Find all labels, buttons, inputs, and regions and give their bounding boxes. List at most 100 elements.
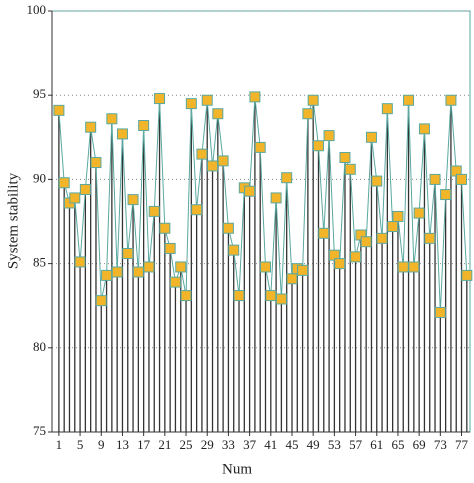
marker — [106, 113, 118, 125]
line — [58, 96, 468, 313]
marker — [381, 103, 393, 115]
marker — [339, 152, 351, 164]
marker — [286, 273, 298, 285]
x-tick-label: 65 — [391, 437, 404, 452]
y-tick-label: 100 — [27, 2, 47, 17]
x-tick-label: 73 — [434, 437, 447, 452]
marker — [350, 251, 362, 263]
marker — [260, 261, 272, 273]
marker — [334, 258, 346, 270]
marker — [376, 232, 388, 244]
marker — [207, 160, 219, 172]
marker — [132, 266, 144, 278]
marker — [249, 91, 261, 103]
marker — [418, 123, 430, 135]
x-tick-label: 49 — [307, 437, 320, 452]
marker — [85, 121, 97, 133]
marker — [53, 104, 65, 116]
marker — [307, 94, 319, 106]
marker — [424, 232, 436, 244]
marker — [456, 173, 468, 185]
marker — [302, 108, 314, 120]
marker — [323, 130, 335, 142]
marker — [275, 293, 287, 305]
marker — [254, 141, 266, 153]
marker — [164, 242, 176, 254]
marker — [392, 210, 404, 222]
marker — [365, 131, 377, 143]
marker — [185, 98, 197, 110]
y-tick-label: 95 — [33, 86, 46, 101]
marker — [403, 94, 415, 106]
marker — [318, 227, 330, 239]
marker — [69, 192, 81, 204]
x-tick-label: 53 — [328, 437, 341, 452]
marker — [58, 177, 70, 189]
marker — [387, 221, 399, 233]
marker — [154, 93, 166, 105]
y-tick-label: 80 — [33, 339, 46, 354]
x-tick-label: 29 — [201, 437, 214, 452]
marker — [191, 204, 203, 216]
x-tick-label: 61 — [370, 437, 383, 452]
marker — [312, 140, 324, 152]
marker — [429, 173, 441, 185]
x-tick-label: 37 — [243, 437, 257, 452]
marker — [228, 244, 240, 256]
marker — [196, 148, 208, 160]
x-axis-label: Num — [222, 461, 252, 477]
marker — [201, 94, 213, 106]
marker — [90, 157, 102, 169]
marker — [344, 163, 356, 175]
marker — [127, 194, 139, 206]
marker — [265, 290, 277, 302]
x-tick-label: 33 — [222, 437, 235, 452]
marker — [143, 261, 155, 273]
marker — [440, 189, 452, 201]
y-tick-label: 75 — [33, 423, 46, 438]
marker — [461, 269, 473, 281]
marker — [413, 207, 425, 219]
marker — [222, 222, 234, 234]
x-tick-label: 77 — [455, 437, 469, 452]
marker — [101, 269, 113, 281]
marker — [95, 295, 107, 307]
marker — [434, 306, 446, 318]
x-tick-label: 25 — [180, 437, 193, 452]
marker — [122, 247, 134, 259]
marker — [138, 120, 150, 132]
marker — [281, 172, 293, 184]
x-tick-label: 5 — [77, 437, 84, 452]
marker — [175, 261, 187, 273]
x-tick-label: 57 — [349, 437, 363, 452]
marker — [212, 108, 224, 120]
x-tick-label: 41 — [264, 437, 277, 452]
marker — [244, 185, 256, 197]
marker — [217, 155, 229, 167]
y-tick-label: 85 — [33, 255, 46, 270]
x-tick-label: 17 — [137, 437, 151, 452]
y-tick-label: 90 — [33, 170, 46, 185]
x-tick-label: 9 — [98, 437, 105, 452]
marker — [397, 261, 409, 273]
x-tick-label: 13 — [116, 437, 129, 452]
marker — [371, 175, 383, 187]
x-tick-label: 21 — [158, 437, 171, 452]
x-tick-label: 45 — [285, 437, 298, 452]
marker — [270, 192, 282, 204]
marker — [111, 266, 123, 278]
x-tick-label: 1 — [56, 437, 63, 452]
plot-frame — [51, 10, 471, 433]
marker — [180, 290, 192, 302]
marker — [74, 256, 86, 268]
marker — [148, 205, 160, 217]
y-axis-label: System stability — [5, 172, 21, 269]
marker — [79, 184, 91, 196]
marker — [169, 276, 181, 288]
x-tick-label: 69 — [413, 437, 426, 452]
marker — [297, 264, 309, 276]
marker — [445, 94, 457, 106]
marker — [233, 290, 245, 302]
marker — [116, 128, 128, 140]
